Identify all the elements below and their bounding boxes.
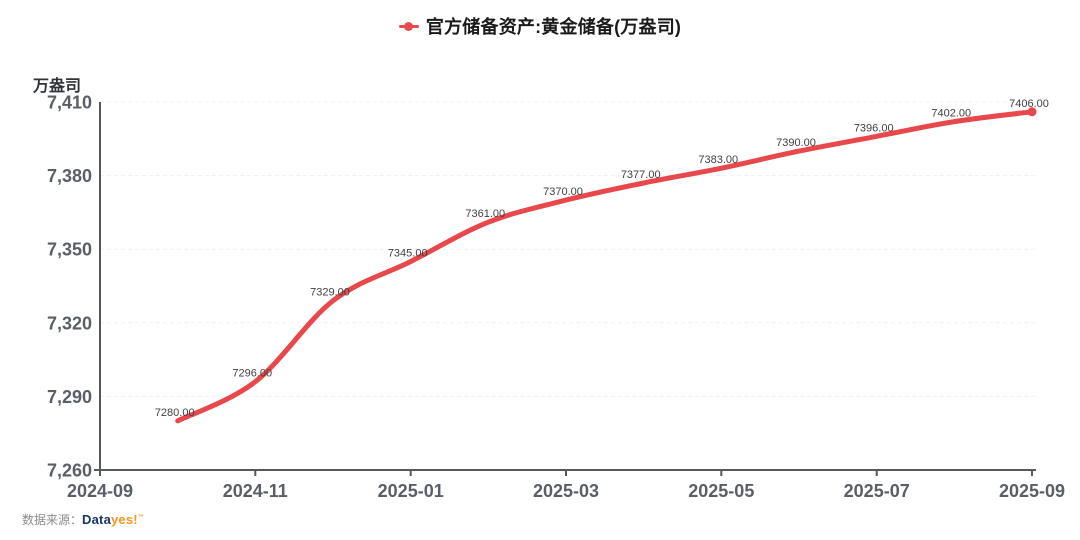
data-labels: 7280.00 7296.00 7329.00 7345.00 7361.00 7370.… xyxy=(155,98,1049,419)
legend-line-dot-icon xyxy=(398,21,419,31)
y-axis-tick-label: 7,380 xyxy=(47,166,92,186)
y-axis-tick-label: 7,260 xyxy=(47,461,92,481)
datayes-logo-trademark: ™ xyxy=(137,514,145,521)
y-axis-tick-label: 7,350 xyxy=(47,240,92,260)
data-point-label: 7361.00 xyxy=(465,208,505,220)
y-tick-labels: 7,410 7,380 7,350 7,320 7,290 7,260 xyxy=(47,93,92,481)
x-axis-tick-label: 2024-09 xyxy=(67,481,133,501)
series-line xyxy=(175,109,1035,424)
y-axis-tick-label: 7,410 xyxy=(47,93,92,113)
data-point-label: 7390.00 xyxy=(776,137,816,149)
x-axis-tick-label: 2025-07 xyxy=(844,481,910,501)
x-axis-tick-label: 2025-05 xyxy=(688,481,754,501)
data-point-label: 7329.00 xyxy=(310,287,350,299)
data-point-label: 7396.00 xyxy=(854,122,894,134)
x-axis-tick-label: 2025-01 xyxy=(378,481,444,501)
datayes-logo: Datayes!™ xyxy=(82,512,144,527)
data-point-label: 7345.00 xyxy=(388,248,428,260)
legend-item[interactable]: 官方储备资产:黄金储备(万盎司) xyxy=(0,13,1080,39)
data-source: 数据来源： Datayes!™ xyxy=(22,511,144,528)
x-axis-tick-label: 2025-09 xyxy=(999,481,1065,501)
data-point-label: 7377.00 xyxy=(621,169,661,181)
x-axis-tick-label: 2025-03 xyxy=(533,481,599,501)
x-axis-tick-label: 2024-11 xyxy=(223,481,288,501)
data-point-label: 7383.00 xyxy=(698,154,738,166)
datayes-logo-yes: yes! xyxy=(111,512,138,527)
y-axis-tick-label: 7,290 xyxy=(47,387,92,407)
axes xyxy=(94,102,1036,476)
gridlines xyxy=(100,101,1036,397)
data-point-label: 7370.00 xyxy=(543,186,583,198)
data-point-label: 7296.00 xyxy=(232,368,272,380)
data-point-label: 7280.00 xyxy=(155,407,195,419)
data-point-label: 7402.00 xyxy=(931,108,971,120)
y-axis-tick-label: 7,320 xyxy=(47,313,92,333)
data-point-label: 7406.00 xyxy=(1009,98,1049,110)
legend-label: 官方储备资产:黄金储备(万盎司) xyxy=(425,17,682,37)
series-end-point xyxy=(1027,107,1037,117)
y-axis-unit-label: 万盎司 xyxy=(32,76,81,95)
datayes-logo-data: Data xyxy=(82,512,111,527)
x-tick-labels: 2024-09 2024-11 2025-01 2025-03 2025-05 2025-… xyxy=(67,481,1065,501)
data-source-label: 数据来源： xyxy=(22,513,83,527)
